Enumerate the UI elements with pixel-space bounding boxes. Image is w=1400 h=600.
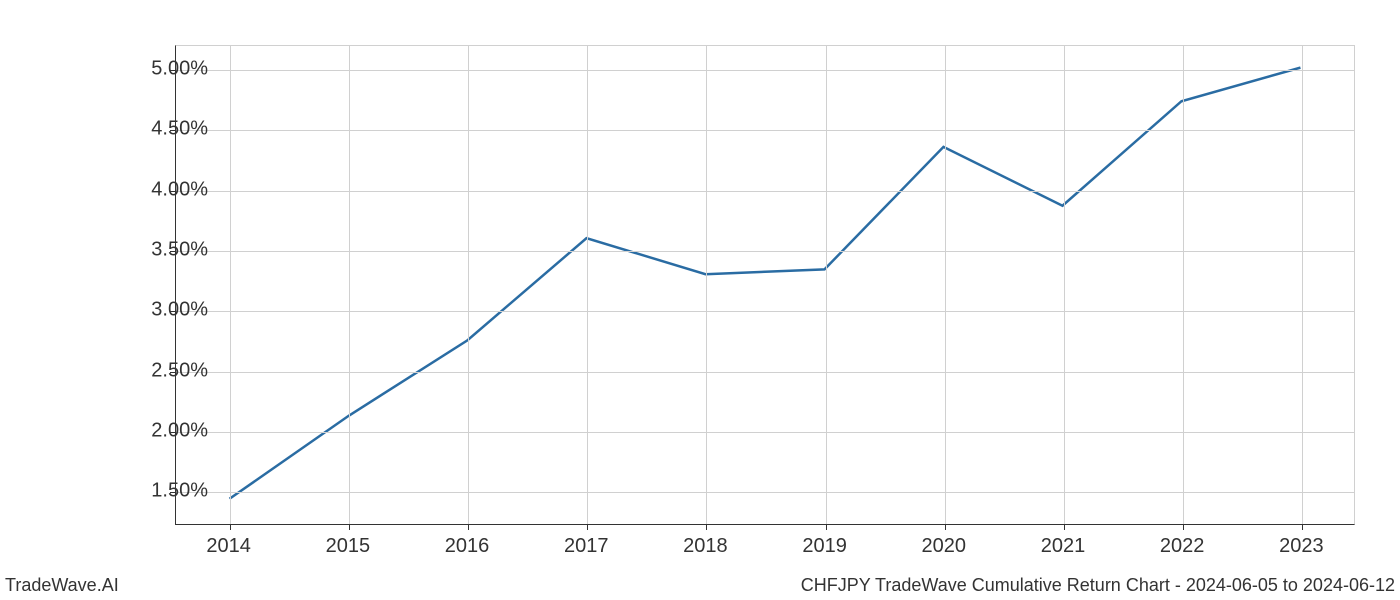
x-tick-label: 2021 [1041,535,1086,558]
x-tick-label: 2014 [206,535,251,558]
x-tick-mark [1064,524,1065,530]
y-tick-label: 3.50% [151,239,208,262]
x-tick-mark [706,524,707,530]
grid-line-horizontal [176,191,1354,192]
line-series [176,46,1354,524]
x-tick-mark [230,524,231,530]
grid-line-horizontal [176,372,1354,373]
x-tick-label: 2016 [445,535,490,558]
y-tick-label: 2.50% [151,359,208,382]
x-tick-label: 2015 [326,535,371,558]
y-tick-label: 4.00% [151,178,208,201]
x-tick-mark [1183,524,1184,530]
x-tick-mark [945,524,946,530]
x-tick-label: 2022 [1160,535,1205,558]
x-tick-label: 2018 [683,535,728,558]
grid-line-vertical [230,46,231,524]
x-tick-label: 2020 [922,535,967,558]
grid-line-vertical [349,46,350,524]
y-tick-label: 4.50% [151,118,208,141]
grid-line-horizontal [176,70,1354,71]
grid-line-horizontal [176,251,1354,252]
x-tick-mark [587,524,588,530]
y-tick-label: 3.00% [151,299,208,322]
x-tick-label: 2019 [802,535,847,558]
chart-container [175,45,1355,525]
grid-line-horizontal [176,492,1354,493]
x-tick-mark [1302,524,1303,530]
grid-line-vertical [1302,46,1303,524]
grid-line-horizontal [176,311,1354,312]
grid-line-vertical [1064,46,1065,524]
grid-line-vertical [706,46,707,524]
grid-line-vertical [826,46,827,524]
x-tick-label: 2023 [1279,535,1324,558]
x-tick-mark [349,524,350,530]
grid-line-horizontal [176,432,1354,433]
grid-line-vertical [1183,46,1184,524]
grid-line-horizontal [176,130,1354,131]
x-tick-mark [826,524,827,530]
grid-line-vertical [587,46,588,524]
grid-line-vertical [945,46,946,524]
footer-left-text: TradeWave.AI [5,575,119,596]
y-tick-label: 2.00% [151,419,208,442]
y-tick-label: 5.00% [151,58,208,81]
grid-line-vertical [468,46,469,524]
y-tick-label: 1.50% [151,480,208,503]
footer-right-text: CHFJPY TradeWave Cumulative Return Chart… [801,575,1395,596]
x-tick-label: 2017 [564,535,609,558]
x-tick-mark [468,524,469,530]
plot-area [175,45,1355,525]
